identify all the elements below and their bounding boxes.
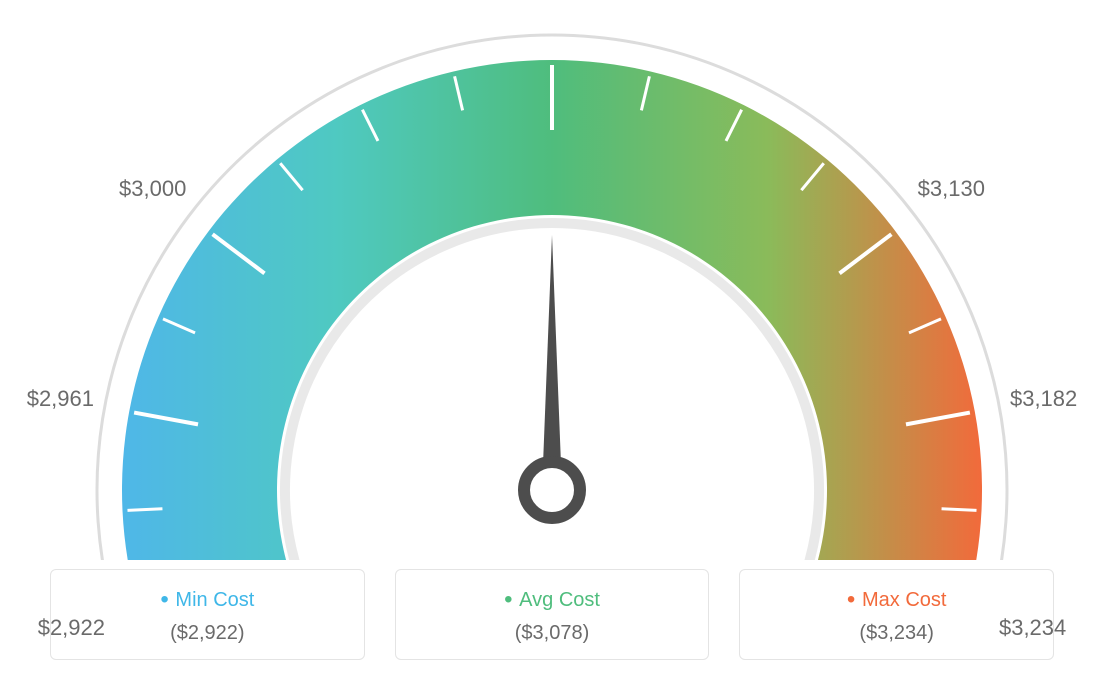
legend-title-min: Min Cost xyxy=(61,586,354,614)
gauge-tick-label: $3,130 xyxy=(918,176,985,202)
legend-card-min: Min Cost ($2,922) xyxy=(50,569,365,660)
legend-card-max: Max Cost ($3,234) xyxy=(739,569,1054,660)
gauge-tick-label: $3,182 xyxy=(1010,386,1077,412)
gauge-tick-label: $3,000 xyxy=(119,176,186,202)
legend-value-min: ($2,922) xyxy=(61,622,354,645)
gauge-tick-label: $3,078 xyxy=(518,0,585,3)
legend-row: Min Cost ($2,922) Avg Cost ($3,078) Max … xyxy=(50,569,1054,660)
gauge-tick-label: $2,961 xyxy=(27,386,94,412)
legend-card-avg: Avg Cost ($3,078) xyxy=(395,569,710,660)
legend-title-avg: Avg Cost xyxy=(406,586,699,614)
legend-title-max: Max Cost xyxy=(750,586,1043,614)
legend-value-avg: ($3,078) xyxy=(406,622,699,645)
legend-value-max: ($3,234) xyxy=(750,622,1043,645)
gauge-svg xyxy=(0,0,1104,560)
gauge-chart-container: $2,922$2,961$3,000$3,078$3,130$3,182$3,2… xyxy=(0,0,1104,690)
gauge-area: $2,922$2,961$3,000$3,078$3,130$3,182$3,2… xyxy=(0,0,1104,560)
